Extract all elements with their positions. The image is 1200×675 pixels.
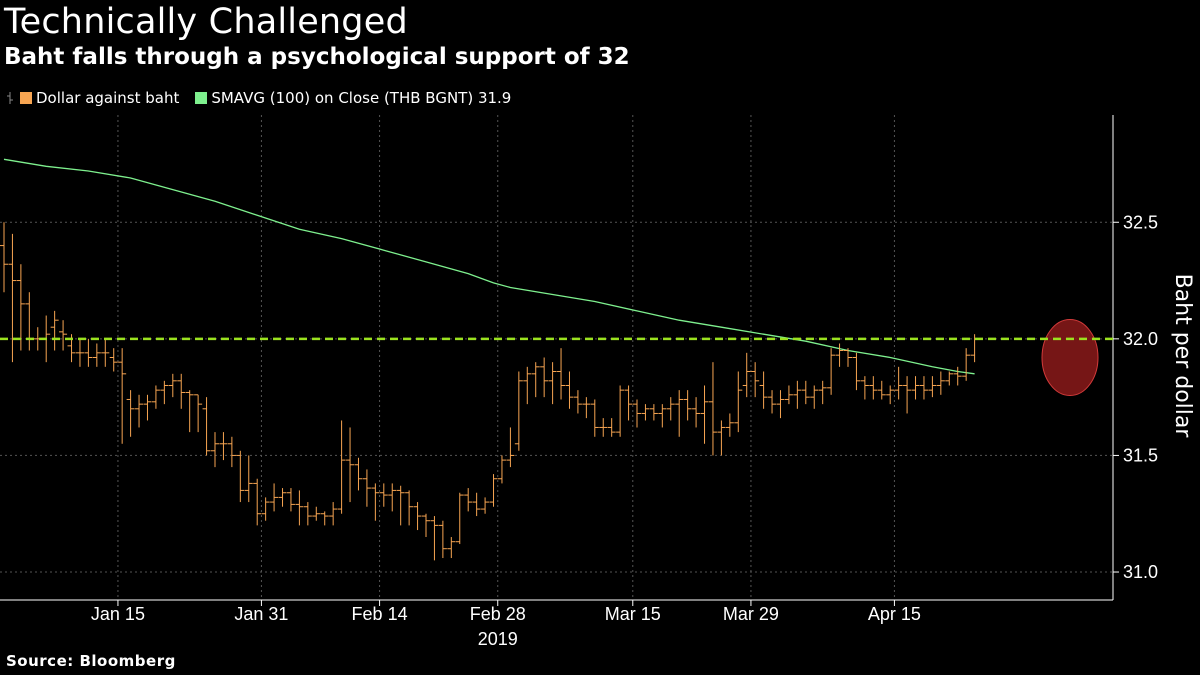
highlight-circle — [1041, 319, 1099, 396]
legend: Dollar against baht SMAVG (100) on Close… — [6, 89, 521, 107]
legend-item-baht: Dollar against baht — [20, 89, 179, 107]
y-tick-label: 32.0 — [1123, 329, 1158, 349]
ohlc-legend-icon — [6, 91, 14, 105]
legend-swatch-orange — [20, 92, 32, 104]
y-tick-label: 31.0 — [1123, 562, 1158, 582]
x-tick-label: Jan 15 — [91, 604, 145, 624]
x-tick-label: Mar 29 — [723, 604, 779, 624]
x-tick-label: Mar 15 — [605, 604, 661, 624]
x-tick-label: Feb 14 — [352, 604, 408, 624]
chart-title: Technically Challenged — [4, 2, 408, 42]
y-tick-label: 31.5 — [1123, 445, 1158, 465]
y-tick-label: 32.5 — [1123, 212, 1158, 232]
legend-item-sma: SMAVG (100) on Close (THB BGNT) 31.9 — [195, 89, 511, 107]
legend-label-baht: Dollar against baht — [36, 89, 180, 107]
sma-line — [3, 158, 975, 375]
x-year-label: 2019 — [478, 629, 518, 649]
legend-label-sma: SMAVG (100) on Close (THB BGNT) 31.9 — [211, 89, 512, 107]
chart-subtitle: Baht falls through a psychological suppo… — [4, 44, 630, 70]
source-note: Source: Bloomberg — [6, 652, 176, 670]
x-tick-label: Feb 28 — [470, 604, 526, 624]
x-tick-label: Jan 31 — [234, 604, 288, 624]
legend-swatch-green — [195, 92, 208, 104]
y-axis-label: Baht per dollar — [1170, 274, 1195, 439]
x-tick-label: Apr 15 — [868, 604, 921, 624]
